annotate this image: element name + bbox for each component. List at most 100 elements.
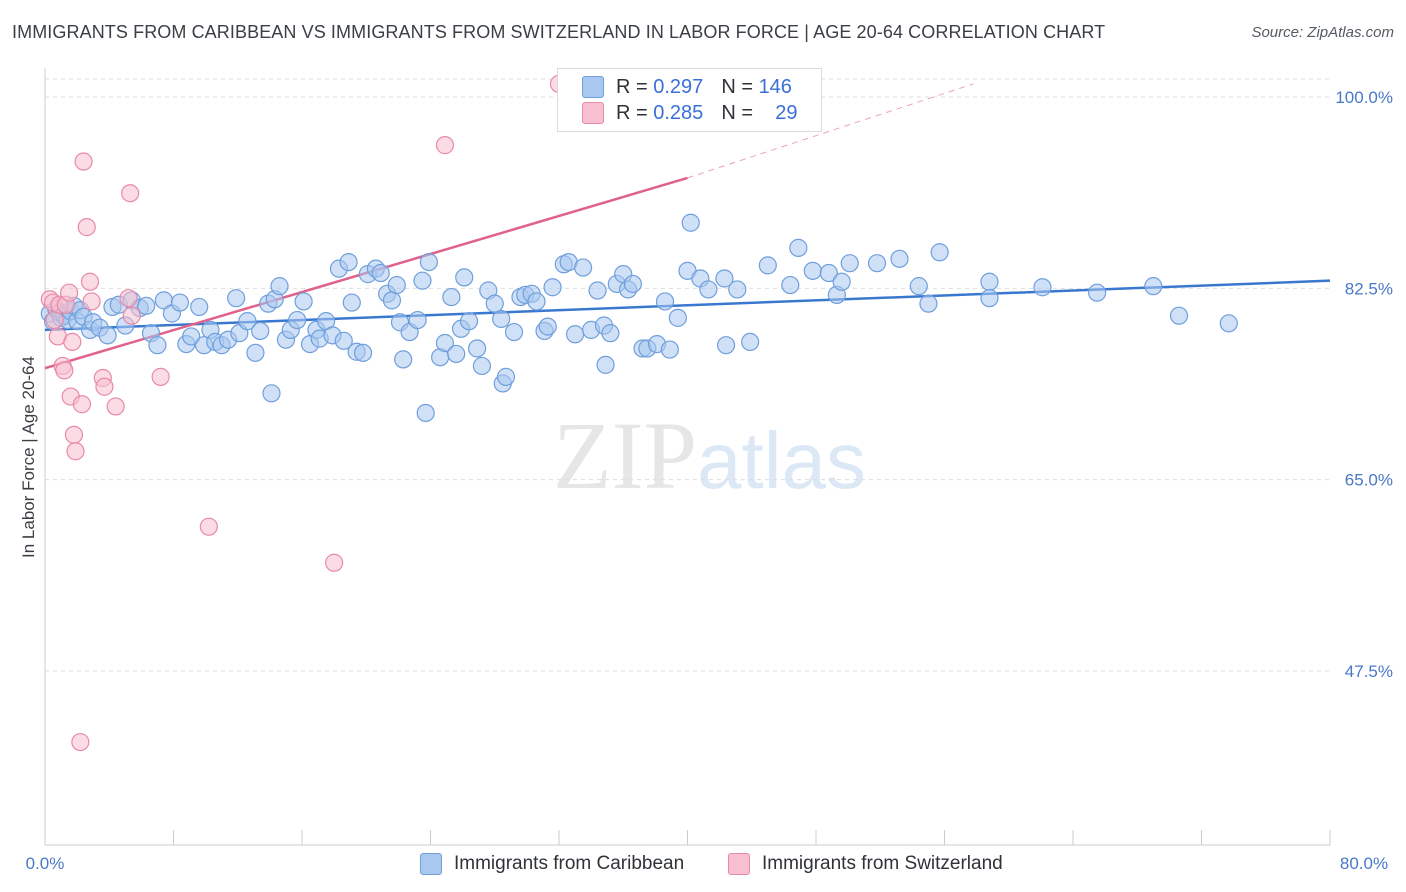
legend-n-label: N = <box>721 75 753 98</box>
grid-layer <box>45 78 1330 672</box>
point-caribbean <box>803 261 822 280</box>
point-caribbean <box>246 343 265 362</box>
point-caribbean <box>238 312 257 331</box>
y-tick-label: 47.5% <box>1345 662 1393 681</box>
points-layer <box>40 74 1238 752</box>
point-caribbean <box>190 297 209 317</box>
point-switzerland <box>80 272 100 291</box>
point-switzerland <box>55 361 74 380</box>
point-caribbean <box>919 294 938 313</box>
point-caribbean <box>538 317 557 336</box>
point-caribbean <box>715 269 734 288</box>
point-switzerland <box>325 553 344 572</box>
point-caribbean <box>527 292 546 311</box>
y-axis-title: In Labor Force | Age 20-64 <box>19 356 38 558</box>
point-caribbean <box>716 336 736 355</box>
point-caribbean <box>741 332 760 352</box>
point-switzerland <box>106 397 125 416</box>
point-switzerland <box>64 425 84 444</box>
point-caribbean <box>980 272 999 291</box>
point-switzerland <box>121 184 140 203</box>
point-caribbean <box>262 384 281 403</box>
point-caribbean <box>781 275 800 295</box>
point-switzerland <box>119 289 138 308</box>
point-caribbean <box>832 272 851 291</box>
bottom-legend-swatch-caribbean <box>420 853 442 875</box>
point-switzerland <box>72 395 92 414</box>
point-caribbean <box>681 213 700 232</box>
legend-n-label: N = <box>721 101 753 124</box>
point-switzerland <box>199 517 218 536</box>
bottom-legend-switzerland[interactable]: Immigrants from Switzerland <box>728 851 1003 877</box>
point-caribbean <box>182 327 201 346</box>
axes-layer <box>44 68 1331 846</box>
point-caribbean <box>387 275 406 295</box>
point-switzerland <box>66 442 85 461</box>
point-caribbean <box>294 292 313 311</box>
point-caribbean <box>980 289 999 308</box>
bottom-legend-label-caribbean: Immigrants from Caribbean <box>454 853 685 874</box>
point-caribbean <box>98 326 117 345</box>
point-caribbean <box>819 263 838 283</box>
point-caribbean <box>1219 314 1238 333</box>
point-caribbean <box>1169 306 1189 325</box>
point-caribbean <box>442 287 461 307</box>
point-caribbean <box>504 322 524 342</box>
point-switzerland <box>122 306 141 325</box>
point-caribbean <box>1033 278 1052 297</box>
point-caribbean <box>419 252 438 272</box>
point-caribbean <box>789 238 808 257</box>
y-tick-label: 100.0% <box>1335 88 1393 107</box>
point-caribbean <box>909 277 928 296</box>
point-caribbean <box>1087 283 1107 302</box>
point-caribbean <box>565 325 585 344</box>
source-label: Source: ZipAtlas.com <box>1251 24 1394 41</box>
labels-layer: 100.0% 82.5% 65.0% 47.5% 0.0% 80.0% In Labor F… <box>19 88 1393 873</box>
point-caribbean <box>485 294 504 313</box>
point-switzerland <box>63 332 82 352</box>
point-caribbean <box>668 308 687 327</box>
point-switzerland <box>82 292 101 311</box>
chart-title: IMMIGRANTS FROM CARIBBEAN VS IMMIGRANTS … <box>12 22 1106 42</box>
point-caribbean <box>416 403 435 423</box>
watermark-atlas: atlas <box>697 416 866 505</box>
x-tick-label-min: 0.0% <box>26 854 65 873</box>
point-caribbean <box>472 356 491 376</box>
point-caribbean <box>496 367 516 386</box>
bottom-legend-caribbean[interactable]: Immigrants from Caribbean <box>420 851 684 877</box>
legend-n-value: 29 <box>775 101 798 124</box>
point-caribbean <box>334 331 353 350</box>
legend-r-label: R = <box>616 75 648 98</box>
point-switzerland <box>71 732 90 752</box>
legend-row-switzerland: R = 0.285 N = 29 <box>582 100 797 126</box>
point-caribbean <box>660 340 679 359</box>
point-caribbean <box>413 271 432 290</box>
point-caribbean <box>394 350 413 369</box>
legend-swatch-caribbean <box>582 76 604 98</box>
point-caribbean <box>930 243 949 262</box>
point-caribbean <box>699 280 718 299</box>
point-switzerland <box>77 218 96 237</box>
y-tick-label: 82.5% <box>1345 279 1393 298</box>
point-caribbean <box>890 249 909 268</box>
point-caribbean <box>1144 277 1163 296</box>
legend-r-value: 0.285 <box>653 101 704 124</box>
point-caribbean <box>342 293 361 312</box>
point-switzerland <box>74 152 93 171</box>
point-caribbean <box>573 258 593 277</box>
point-caribbean <box>728 280 747 299</box>
point-caribbean <box>435 333 455 353</box>
legend-swatch-switzerland <box>582 102 604 124</box>
point-caribbean <box>227 289 246 308</box>
point-caribbean <box>170 293 190 312</box>
legend-r-label: R = <box>616 101 648 124</box>
point-caribbean <box>467 339 487 358</box>
point-switzerland <box>59 283 79 302</box>
point-caribbean <box>601 324 620 343</box>
point-caribbean <box>382 291 402 310</box>
point-caribbean <box>492 309 511 329</box>
point-caribbean <box>623 274 642 294</box>
point-caribbean <box>251 321 270 341</box>
point-caribbean <box>459 312 479 331</box>
